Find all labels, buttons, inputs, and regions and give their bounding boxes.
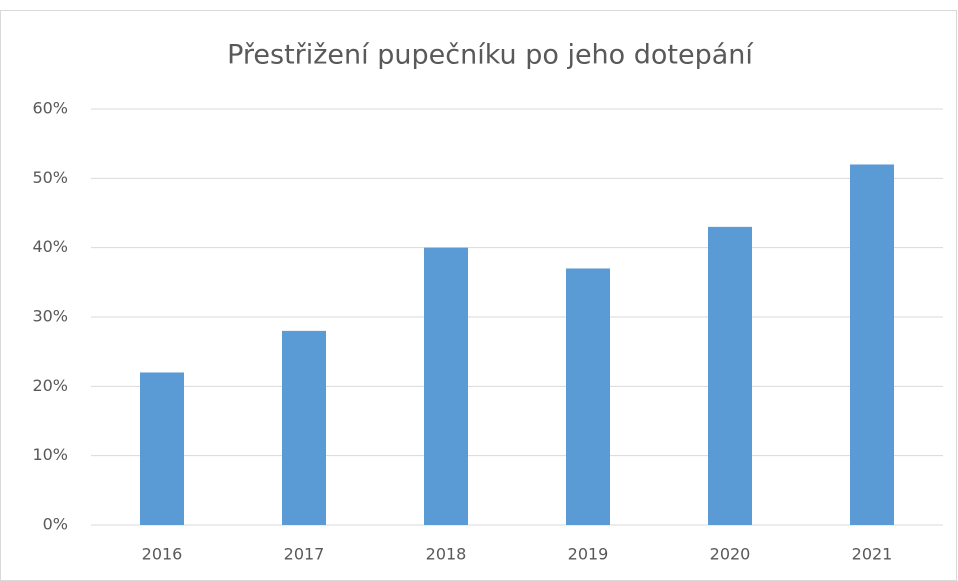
bar [139, 372, 185, 525]
x-tick-label: 2019 [568, 545, 609, 564]
chart-title: Přestřižení pupečníku po jeho dotepání [227, 40, 754, 71]
y-tick-label: 50% [32, 168, 68, 187]
bar [707, 226, 753, 525]
bar [849, 164, 895, 525]
bar [281, 330, 327, 525]
y-tick-label: 10% [32, 445, 68, 464]
bar [565, 268, 611, 525]
y-tick-label: 60% [32, 99, 68, 118]
y-tick-label: 30% [32, 307, 68, 326]
x-tick-label: 2016 [142, 545, 183, 564]
x-tick-label: 2020 [710, 545, 751, 564]
y-tick-label: 0% [43, 515, 68, 534]
x-tick-label: 2021 [852, 545, 893, 564]
x-tick-label: 2017 [284, 545, 325, 564]
y-tick-label: 40% [32, 237, 68, 256]
x-tick-label: 2018 [426, 545, 467, 564]
y-tick-label: 20% [32, 376, 68, 395]
bar [423, 247, 469, 525]
